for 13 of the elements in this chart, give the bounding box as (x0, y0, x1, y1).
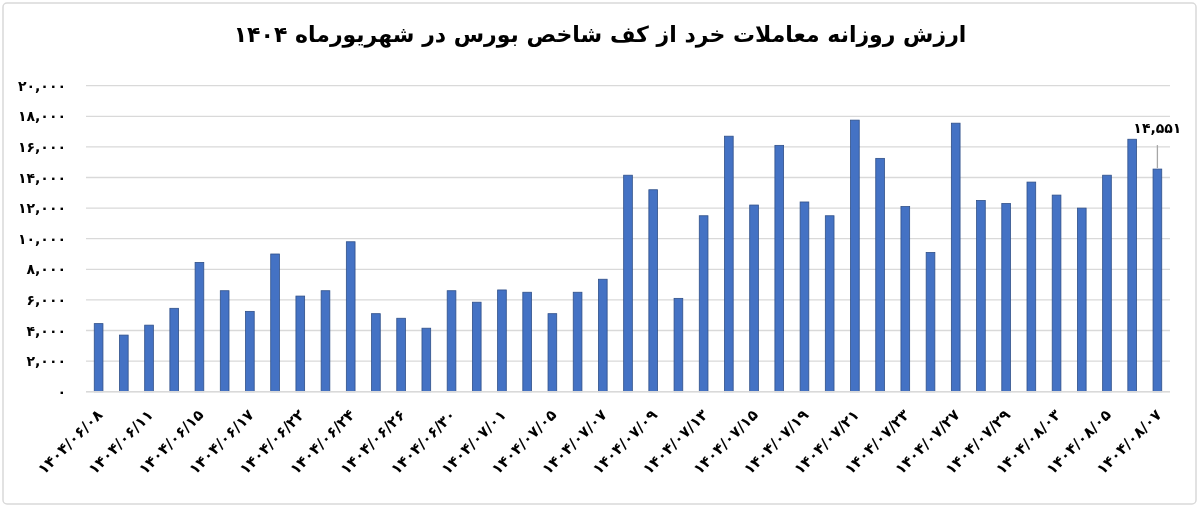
ytick-label: ۲۰,۰۰۰ (17, 77, 66, 94)
ytick-label: ۰ (57, 383, 66, 400)
ytick-label: ۶,۰۰۰ (26, 291, 66, 308)
data-label: ۱۴,۵۵۱ (1133, 120, 1182, 137)
ytick-label: ۱۸,۰۰۰ (17, 108, 66, 125)
ytick-label: ۱۰,۰۰۰ (17, 230, 66, 247)
ytick-label: ۸,۰۰۰ (26, 261, 66, 278)
ytick-label: ۱۶,۰۰۰ (17, 138, 66, 155)
ytick-label: ۲,۰۰۰ (26, 353, 66, 370)
ytick-label: ۱۲,۰۰۰ (17, 200, 66, 217)
ytick-label: ۱۴,۰۰۰ (17, 169, 66, 186)
ytick-label: ۴,۰۰۰ (26, 322, 66, 339)
title: ارزش روزانه معاملات خرد از کف شاخص بورس در شهریورماه ۱۴۰۴ (233, 22, 967, 47)
